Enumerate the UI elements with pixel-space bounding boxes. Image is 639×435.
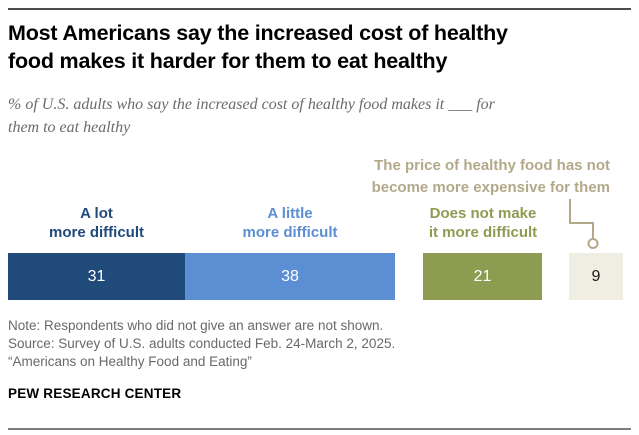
bar-a-little-more-difficult: 38 [185,253,395,300]
report-title-line: “Americans on Healthy Food and Eating” [8,354,252,370]
bar-does-not-make-it-more-difficult: 21 [423,253,542,300]
footer-notes: Note: Respondents who did not give an an… [8,317,628,371]
top-rule [8,8,631,10]
note-line: Note: Respondents who did not give an an… [8,318,384,333]
category-label-a-little-more-difficult: A little more difficult [242,205,338,241]
chart-subtitle: % of U.S. adults who say the increased c… [8,93,628,139]
annotation-not-more-expensive: The price of healthy food has not become… [372,155,610,199]
bar-value: 21 [473,267,492,285]
annotation-connector-line [569,199,599,249]
category-label-a-lot-more-difficult: A lot more difficult [48,205,144,241]
annotation-line2: become more expensive for them [371,178,610,196]
bar-value: 9 [591,267,601,285]
annotation-line1: The price of healthy food has not [374,157,610,174]
pew-research-center-brand: PEW RESEARCH CENTER [8,386,182,401]
chart-subtitle-line1: % of U.S. adults who say the increased c… [8,96,495,113]
bar-price-not-more-expensive: 9 [569,253,623,300]
chart-title-line1: Most Americans say the increased cost of… [8,21,508,45]
bar-a-lot-more-difficult: 31 [8,253,185,300]
chart-title: Most Americans say the increased cost of… [8,20,628,76]
chart-title-line2: food makes it harder for them to eat hea… [8,48,448,73]
bottom-rule [8,428,631,430]
chart-subtitle-line2: them to eat healthy [8,119,131,137]
bar-value: 31 [87,267,106,285]
annotation-connector-dot [587,238,599,249]
category-label-does-not-make-it-more-difficult: Does not make it more difficult [428,205,538,241]
bar-value: 38 [281,267,299,285]
source-line: Source: Survey of U.S. adults conducted … [8,336,396,352]
